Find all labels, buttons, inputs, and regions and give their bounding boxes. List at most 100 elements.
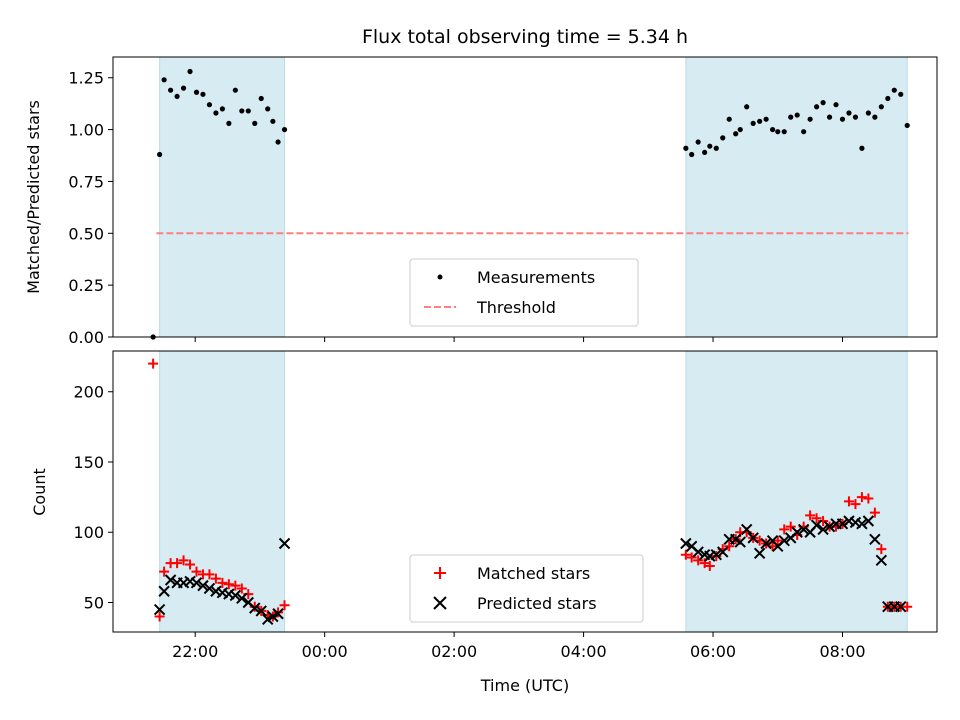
measurement-point — [794, 112, 800, 118]
top-panel: 0.00 0.25 0.50 0.75 1.00 1.25 Matched/Predict… — [24, 56, 938, 347]
x-tick-label: 08:00 — [819, 642, 865, 661]
predicted-star-point — [153, 603, 166, 616]
measurement-point — [865, 110, 871, 116]
matched-star-point — [772, 535, 783, 546]
x-tick-label: 22:00 — [172, 642, 218, 661]
measurement-point — [232, 87, 238, 93]
measurement-point — [781, 129, 787, 135]
matched-star-point — [191, 566, 202, 577]
bottom-y-ticks: 50 100 150 200 — [73, 383, 113, 612]
measurement-point — [733, 131, 739, 137]
y-tick-label: 1.25 — [68, 69, 104, 88]
measurement-point — [904, 122, 910, 129]
measurement-point — [245, 108, 251, 114]
predicted-star-point — [778, 534, 790, 547]
predicted-star-point — [229, 589, 242, 602]
matched-star-point — [223, 579, 234, 590]
matched-star-point — [724, 541, 735, 552]
measurement-point — [878, 104, 884, 110]
top-y-axis-label: Matched/Predicted stars — [24, 100, 43, 294]
measurement-point — [839, 116, 846, 122]
predicted-star-point — [875, 554, 888, 567]
matched-star-point — [178, 555, 189, 566]
predicted-star-point — [164, 574, 177, 586]
matched-star-point — [217, 577, 228, 588]
predicted-star-point — [747, 532, 759, 544]
matched-star-point — [902, 601, 913, 612]
measurement-point — [174, 93, 180, 100]
top-x-ticks — [194, 337, 843, 342]
observing-window-band — [685, 56, 908, 338]
legend-marker-measurements — [437, 274, 443, 280]
matched-star-point — [704, 560, 715, 571]
observing-window-band — [159, 350, 286, 633]
bottom-observing-windows — [159, 350, 908, 633]
predicted-star-point — [791, 526, 803, 538]
x-axis-label: Time (UTC) — [480, 676, 569, 695]
observing-window-band — [159, 56, 286, 338]
measurement-point — [859, 145, 865, 151]
measurement-point — [258, 95, 264, 102]
predicted-star-point — [797, 523, 810, 536]
measurement-point — [219, 106, 225, 112]
predicted-star-point — [817, 523, 829, 536]
predicted-star-point — [710, 549, 722, 561]
y-tick-label: 150 — [73, 453, 104, 472]
matched-star-point — [843, 496, 854, 507]
matched-star-point — [204, 569, 215, 580]
predicted-star-point — [895, 601, 907, 613]
measurement-point — [695, 139, 701, 145]
top-axes-frame — [112, 56, 938, 338]
predicted-star-point — [197, 579, 209, 592]
measurement-point — [820, 100, 826, 106]
measurement-point — [168, 87, 174, 93]
legend-marker-predicted-stars — [433, 596, 447, 610]
measurement-point — [206, 102, 213, 108]
observing-window-band — [685, 350, 908, 633]
predicted-star-point — [278, 537, 291, 550]
measurement-point — [200, 91, 206, 97]
measurement-point — [775, 129, 781, 135]
matched-star-point — [805, 510, 816, 521]
measurement-point — [750, 120, 756, 126]
matched-star-point — [863, 493, 874, 504]
top-legend: Measurements Threshold — [409, 258, 639, 327]
predicted-star-point — [734, 536, 746, 548]
top-measurement-points — [150, 68, 910, 340]
measurement-point — [891, 87, 897, 93]
measurement-point — [826, 114, 833, 120]
bottom-legend-box — [409, 554, 644, 623]
measurement-point — [683, 145, 689, 151]
y-tick-label: 0.75 — [68, 172, 104, 191]
predicted-star-point — [255, 605, 267, 617]
matched-star-point — [856, 492, 867, 503]
predicted-star-point — [753, 547, 766, 560]
measurement-point — [281, 126, 288, 133]
predicted-star-point — [190, 577, 203, 589]
measurement-point — [807, 116, 813, 122]
y-tick-label: 0.25 — [68, 276, 104, 295]
measurement-point — [846, 110, 852, 116]
y-tick-label: 100 — [73, 523, 104, 542]
predicted-star-point — [717, 546, 729, 558]
y-tick-label: 0.00 — [68, 328, 104, 347]
predicted-star-point — [810, 519, 823, 531]
measurement-point — [707, 143, 713, 149]
legend-label-threshold: Threshold — [476, 298, 556, 317]
measurement-point — [898, 91, 904, 97]
measurement-point — [193, 89, 200, 95]
measurement-point — [852, 114, 859, 120]
y-tick-label: 200 — [73, 383, 104, 402]
legend-label-matched-stars: Matched stars — [477, 564, 590, 583]
matched-star-point — [693, 555, 704, 566]
matched-star-point — [185, 559, 196, 570]
predicted-star-point — [862, 515, 875, 527]
predicted-star-point — [869, 533, 881, 545]
bottom-panel: 50 100 150 200 22:00 00:00 02:00 04:00 06:00 08:… — [30, 350, 938, 695]
measurement-point — [265, 106, 271, 112]
measurement-point — [788, 114, 794, 120]
chart-title: Flux total observing time = 5.34 h — [362, 26, 688, 48]
measurement-point — [187, 68, 193, 75]
measurement-point — [713, 145, 719, 151]
bottom-predicted-points — [153, 515, 907, 626]
